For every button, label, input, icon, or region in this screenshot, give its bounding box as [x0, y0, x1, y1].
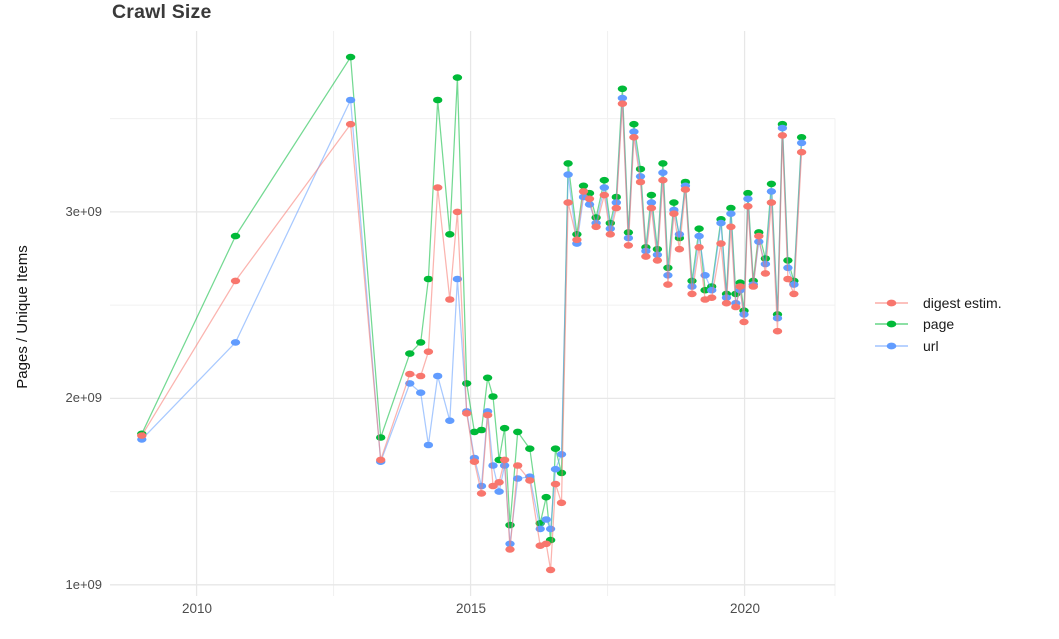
legend-label-digest: digest estim.	[923, 294, 1002, 311]
y-tick-label-1e09: 1e+09	[65, 577, 102, 592]
chart-title: Crawl Size	[112, 1, 212, 23]
legend-item-digest-estim: digest estim.	[875, 292, 1002, 314]
legend: digest estim. page url	[875, 292, 1002, 357]
legend-label-page: page	[923, 316, 955, 333]
y-tick-label-2e09: 2e+09	[65, 390, 102, 405]
legend-item-url: url	[875, 335, 1002, 357]
x-tick-label-2010: 2010	[181, 601, 213, 616]
legend-key-url-icon	[875, 342, 908, 350]
legend-item-page: page	[875, 314, 1002, 336]
x-tick-label-2015: 2015	[455, 601, 487, 616]
legend-key-page-icon	[875, 320, 908, 328]
x-tick-label-2020: 2020	[729, 601, 761, 616]
legend-key-digest-icon	[875, 299, 908, 307]
y-tick-label-3e09: 3e+09	[65, 204, 102, 219]
legend-label-url: url	[923, 337, 939, 354]
